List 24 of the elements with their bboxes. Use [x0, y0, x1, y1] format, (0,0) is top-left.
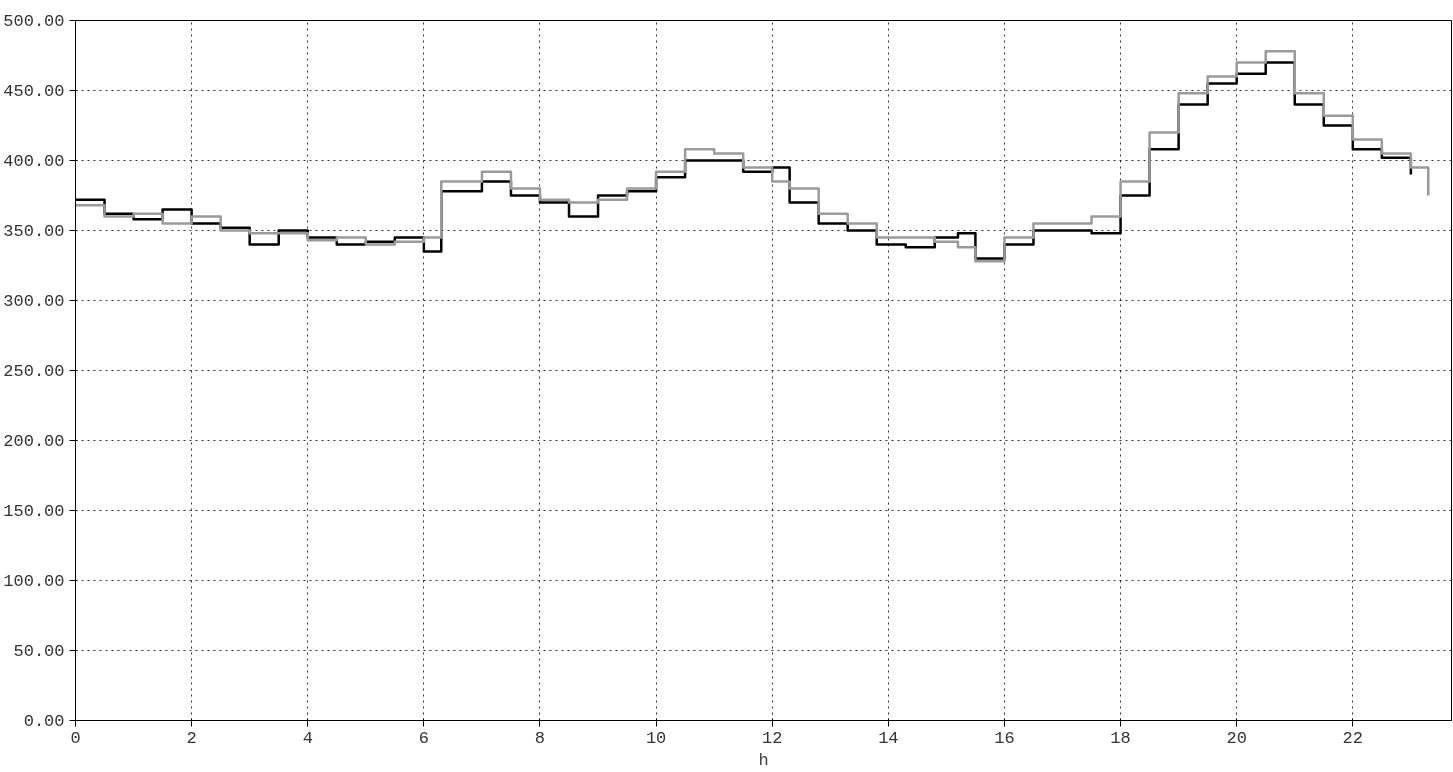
y-tick-label: 300.00 [3, 292, 65, 311]
x-axis-title: h [758, 750, 769, 770]
y-tick-label: 450.00 [3, 82, 65, 101]
y-tick-label: 150.00 [3, 502, 65, 521]
y-tick-label: 250.00 [3, 362, 65, 381]
x-tick-label: 20 [1226, 728, 1247, 748]
y-tick-label: 400.00 [3, 152, 65, 171]
y-tick-label: 50.00 [13, 642, 65, 661]
x-tick-label: 22 [1342, 728, 1363, 748]
y-tick-label: 200.00 [3, 432, 65, 451]
y-tick-label: 500.00 [3, 12, 65, 31]
x-tick-label: 18 [1110, 728, 1131, 748]
y-tick-label: 100.00 [3, 572, 65, 591]
x-tick-label: 6 [418, 728, 429, 748]
x-tick-label: 8 [534, 728, 546, 748]
x-tick-label: 2 [186, 728, 197, 748]
y-tick-label: 350.00 [3, 222, 65, 241]
x-tick-label: 4 [302, 728, 313, 748]
y-tick-label: 0.00 [23, 712, 65, 731]
x-tick-label: 0 [70, 728, 81, 748]
x-tick-label: 16 [994, 728, 1015, 748]
x-tick-label: 14 [878, 728, 899, 748]
x-tick-label: 10 [645, 728, 667, 748]
x-tick-label: 12 [762, 728, 783, 748]
